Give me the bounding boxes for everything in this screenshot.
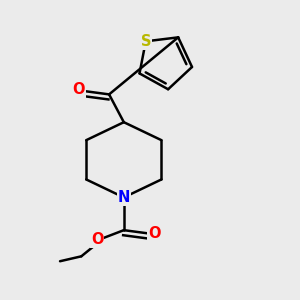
Text: N: N <box>118 190 130 205</box>
Text: O: O <box>72 82 85 97</box>
Text: O: O <box>148 226 161 241</box>
Text: O: O <box>91 232 104 247</box>
Text: S: S <box>140 34 151 49</box>
